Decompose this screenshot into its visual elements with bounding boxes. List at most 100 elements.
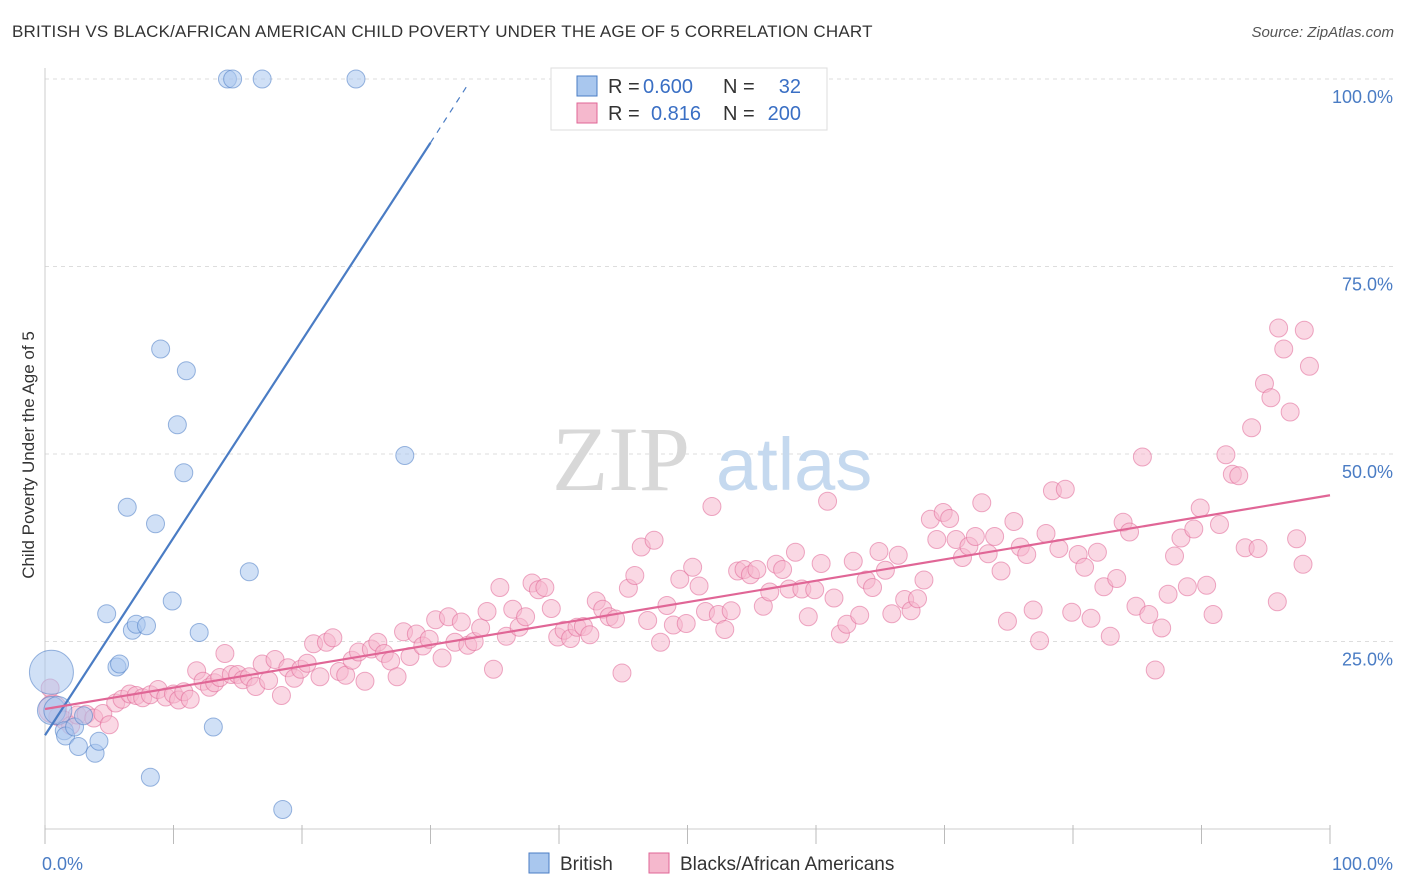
black-point [310,667,330,687]
black-point [824,588,844,608]
black-point [1017,545,1037,564]
black-point [1242,418,1262,438]
black-point [1100,626,1120,646]
black-point [1087,542,1107,562]
british-point [223,69,243,89]
british-point [189,623,209,642]
black-point [451,612,471,632]
black-point [516,607,536,627]
black-point [180,689,200,709]
black-point [1177,577,1197,597]
british-point [68,737,88,756]
black-point [850,605,870,625]
black-point [612,663,632,683]
british-point [74,706,94,726]
black-point [940,509,960,528]
black-point [1158,584,1178,604]
british-point [140,767,160,787]
black-point [1184,519,1204,539]
black-point [1145,660,1165,680]
black-point [773,560,793,579]
black-point [644,530,664,550]
black-point [747,560,767,579]
black-point [1081,608,1101,628]
legend-british-swatch [528,852,550,874]
black-point [914,570,934,590]
black-point [1287,529,1307,549]
black-point [1004,512,1024,531]
black-point [355,671,375,691]
black-point [863,578,883,597]
watermark: ZIP atlas [552,408,872,510]
black-point [1280,402,1300,422]
black-point [991,561,1011,581]
x-tick-labels: 0.0% 100.0% [42,854,1393,874]
black-point [689,576,709,596]
black-point [670,569,690,589]
black-point [798,607,818,627]
black-point [1299,356,1319,376]
black-point [1132,447,1152,467]
chart-source: Source: ZipAtlas.com [1251,24,1394,41]
black-point [1203,605,1223,624]
y-tick-label-0: 25.0% [1342,650,1393,670]
british-point [252,69,272,89]
black-point [676,614,696,633]
black-point [1055,479,1075,499]
y-tick-labels: 25.0% 50.0% 75.0% 100.0% [1332,87,1393,670]
black-point [1139,605,1159,624]
black-point [541,599,561,618]
black-point [715,620,735,639]
british-point [137,616,157,636]
watermark-atlas-text: atlas [716,423,872,506]
trend-lines [44,82,1331,736]
british-trend-extension [429,82,470,144]
british-point [203,717,223,737]
grid-lines [45,78,1395,642]
black-point [721,601,741,621]
black-point [99,715,119,735]
stats-british-n-label: N = [723,76,755,98]
stats-black-n-value: 200 [768,103,801,125]
black-point [785,542,805,562]
black-point [683,557,703,577]
black-point [1209,515,1229,534]
x-tick-label-max: 100.0% [1332,854,1393,874]
black-point [1075,557,1095,577]
black-point [651,632,671,652]
british-point [97,604,117,624]
stats-black-r-label: R = [608,103,640,125]
black-point [965,527,985,546]
stats-box: R = 0.600 N = 32 R = 0.816 N = 200 [550,67,828,131]
black-point [580,625,600,645]
black-point [702,497,722,516]
black-point [985,527,1005,546]
british-point [89,731,109,751]
x-tick-label-min: 0.0% [42,854,83,874]
british-point [146,514,166,534]
chart-title: BRITISH VS BLACK/AFRICAN AMERICAN CHILD … [12,22,873,41]
black-point [1152,618,1172,638]
black-point [625,566,645,585]
black-point [638,611,658,630]
black-point [1197,575,1217,595]
british-point [117,497,137,517]
black-point [869,542,889,561]
black-point [1190,498,1210,518]
black-point [1294,320,1314,340]
black-point [811,554,831,573]
black-point [1261,388,1281,408]
stats-british-r-label: R = [608,76,640,98]
black-point [1293,554,1313,574]
british-point [176,361,196,381]
black-point [1036,524,1056,543]
black-point [1248,539,1268,558]
black-point [1120,522,1140,542]
black-point [843,551,863,571]
black-point [760,582,780,602]
black-point [888,545,908,565]
black-point [1107,569,1127,588]
british-point [28,649,74,695]
legend: British Blacks/African Americans [528,852,894,875]
